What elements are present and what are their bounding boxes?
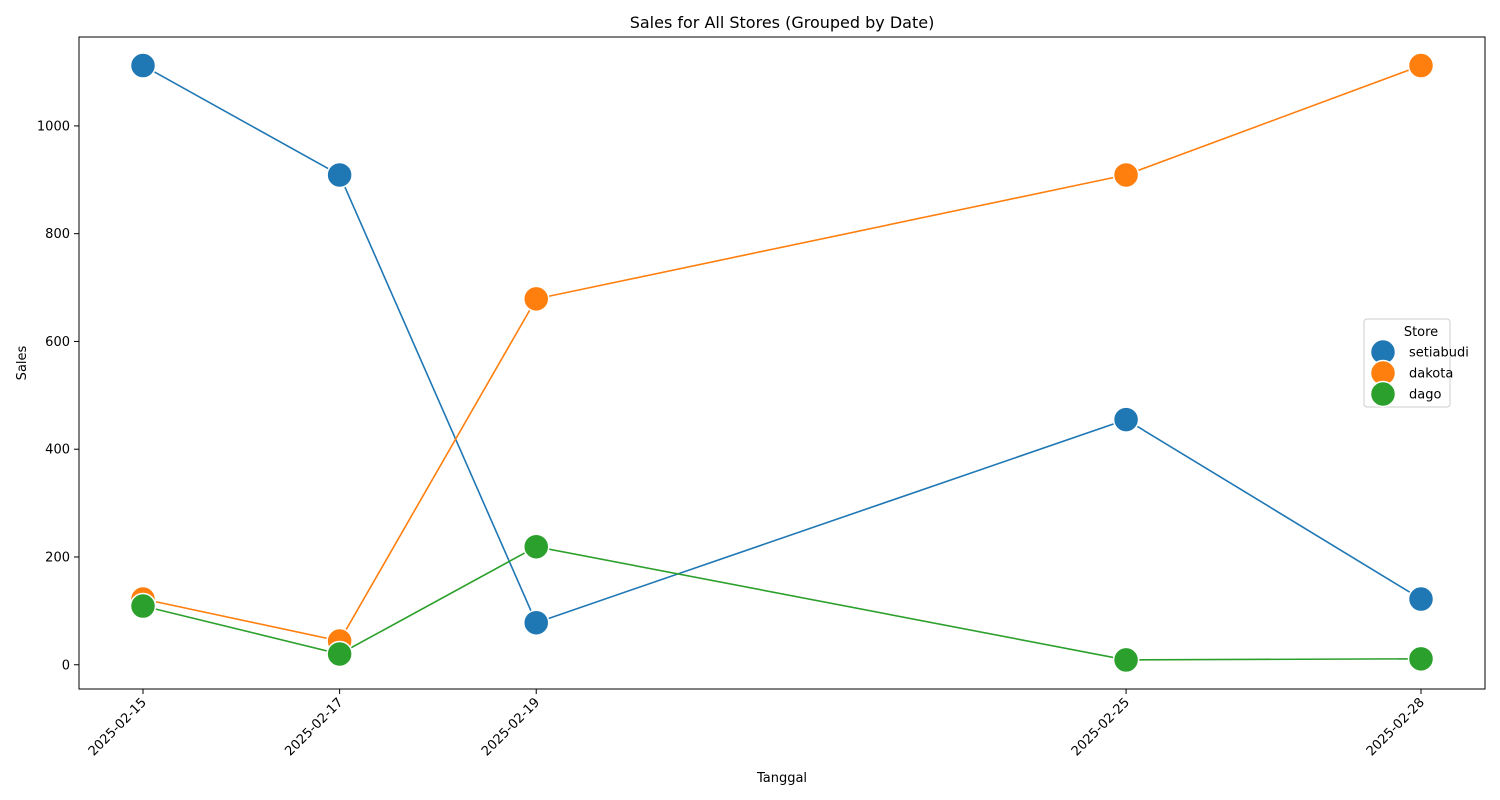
- data-point-dakota: [522, 285, 550, 313]
- data-point-dago: [129, 592, 157, 620]
- x-tick-label: 2025-02-25: [1069, 695, 1133, 759]
- x-tick-label: 2025-02-19: [479, 695, 543, 759]
- data-point-dakota: [1407, 52, 1435, 79]
- data-point-dago: [326, 640, 353, 668]
- series-lines: [142, 64, 1422, 661]
- data-point-setiabudi: [1112, 406, 1140, 433]
- y-axis-label: Sales: [15, 345, 30, 380]
- y-tick-label: 0: [62, 658, 70, 673]
- y-tick-label: 400: [45, 443, 70, 458]
- y-tick-label: 600: [45, 335, 70, 350]
- legend-label-dago: dago: [1409, 388, 1441, 403]
- legend-marker-dago: [1369, 380, 1397, 408]
- legend-items: setiabudi dakota dago: [1369, 338, 1469, 408]
- y-axis: 0 200 400 600 800 1000: [37, 119, 79, 673]
- plot-frame: [78, 36, 1486, 690]
- plot-area: [78, 36, 1486, 690]
- legend-title: Store: [1404, 325, 1438, 340]
- x-axis-label: Tanggal: [756, 771, 807, 786]
- data-point-dago: [1407, 645, 1435, 673]
- series-points: [129, 52, 1435, 674]
- data-point-dakota: [1112, 161, 1140, 189]
- y-tick-label: 200: [45, 550, 70, 565]
- legend-label-setiabudi: setiabudi: [1409, 346, 1469, 361]
- data-point-setiabudi: [129, 52, 157, 79]
- data-point-setiabudi: [522, 609, 550, 636]
- data-point-dago: [522, 533, 550, 560]
- data-point-setiabudi: [326, 161, 353, 189]
- data-point-dago: [1112, 646, 1140, 674]
- data-point-setiabudi: [1407, 585, 1435, 613]
- x-tick-label: 2025-02-17: [282, 695, 346, 759]
- legend-label-dakota: dakota: [1409, 367, 1453, 382]
- y-tick-label: 800: [45, 227, 70, 242]
- x-tick-label: 2025-02-28: [1364, 695, 1428, 759]
- x-axis: 2025-02-15 2025-02-17 2025-02-19 2025-02-25…: [86, 689, 1428, 759]
- legend: Store setiabudi dakota dago: [1363, 318, 1469, 408]
- series-line-dakota: [142, 64, 1422, 642]
- chart-title: Sales for All Stores (Grouped by Date): [630, 13, 935, 32]
- y-tick-label: 1000: [37, 119, 70, 134]
- series-line-setiabudi: [142, 64, 1422, 624]
- x-tick-label: 2025-02-15: [86, 695, 150, 759]
